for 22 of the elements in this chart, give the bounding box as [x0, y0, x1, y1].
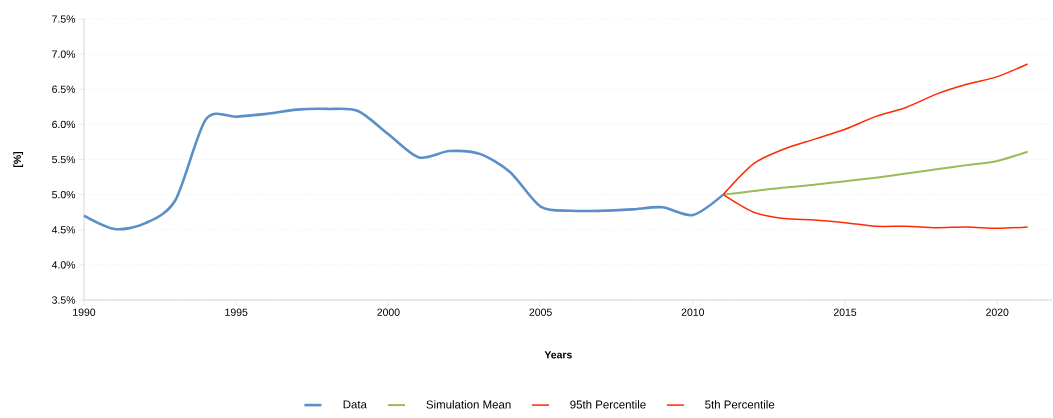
x-tick-label: 1990 — [73, 308, 96, 316]
x-tick-label: 2010 — [681, 308, 705, 316]
y-tick-label: 5.5% — [52, 155, 76, 164]
y-axis-title: [%] — [13, 151, 24, 168]
y-tick-label: 6.0% — [52, 120, 76, 129]
legend-label: 5th Percentile — [705, 400, 775, 409]
y-tick-label: 7.5% — [52, 15, 76, 23]
y-tick-label: 5.0% — [52, 190, 76, 199]
y-tick-label: 4.0% — [51, 261, 76, 269]
legend-label: Data — [343, 400, 367, 409]
legend-label: 95th Percentile — [570, 400, 646, 409]
y-tick-label: 4.5% — [51, 226, 76, 234]
x-tick-label: 2020 — [986, 308, 1009, 316]
legend-label: Simulation Mean — [426, 400, 511, 409]
x-tick-label: 1995 — [225, 308, 248, 316]
x-tick-label: 2005 — [529, 308, 552, 316]
x-tick-label: 2000 — [377, 308, 400, 316]
x-axis-title: Years — [544, 351, 572, 359]
y-tick-label: 7.0% — [52, 50, 76, 58]
y-tick-label: 3.5% — [52, 296, 76, 304]
y-tick-label: 6.5% — [52, 85, 76, 93]
x-tick-label: 2015 — [833, 308, 857, 316]
